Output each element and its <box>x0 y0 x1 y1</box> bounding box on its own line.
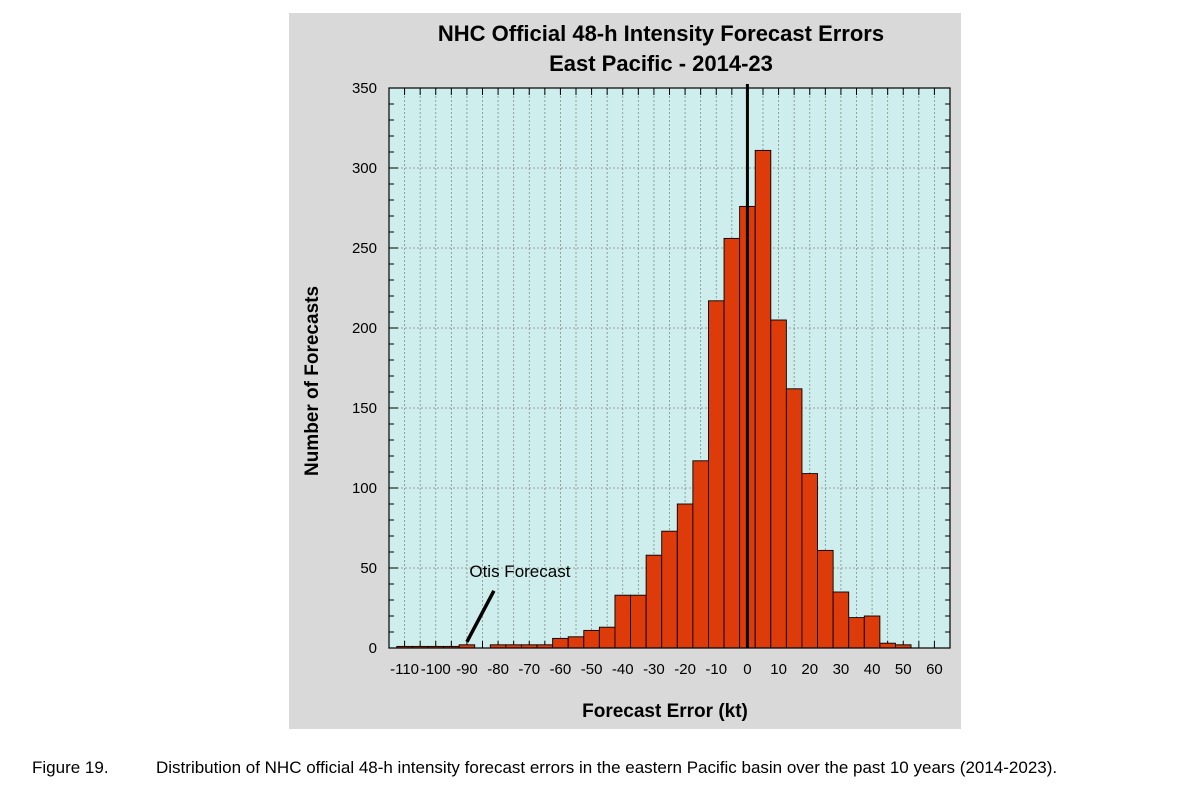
x-tick-label: -50 <box>581 661 603 678</box>
histogram-bar <box>863 615 881 649</box>
x-tick-label: -40 <box>612 661 634 678</box>
histogram-bar <box>817 549 834 649</box>
histogram-bar <box>630 594 647 649</box>
x-tick-label: 0 <box>743 661 751 678</box>
histogram-bar <box>785 388 803 649</box>
histogram-bar <box>692 460 709 649</box>
x-tick-label: 50 <box>895 661 912 678</box>
x-axis-label: Forecast Error (kt) <box>582 701 748 722</box>
y-tick-label: 300 <box>352 160 377 177</box>
histogram-bar <box>801 473 818 649</box>
histogram-bar <box>614 594 631 649</box>
x-tick-label: 40 <box>864 661 881 678</box>
histogram-chart: NHC Official 48-h Intensity Forecast Err… <box>302 21 951 722</box>
x-tick-label: -90 <box>456 661 478 678</box>
histogram-bar <box>832 591 850 649</box>
histogram-bar <box>583 629 600 649</box>
x-tick-label: 20 <box>801 661 818 678</box>
histogram-bar <box>676 503 694 649</box>
histogram-bar <box>661 530 678 649</box>
x-tick-label: -10 <box>705 661 727 678</box>
y-tick-label: 250 <box>352 240 377 257</box>
histogram-bar <box>848 617 865 649</box>
y-tick-label: 50 <box>360 560 377 577</box>
y-axis-label: Number of Forecasts <box>302 286 323 476</box>
y-tick-labels: 0 50 100 150 200 250 300 350 <box>352 80 377 657</box>
y-tick-label: 350 <box>352 80 377 97</box>
y-tick-label: 100 <box>352 480 377 497</box>
annotation-pointer <box>465 589 496 643</box>
x-tick-label: -30 <box>643 661 665 678</box>
histogram-bar <box>879 642 896 649</box>
histogram-bar <box>645 554 663 649</box>
figure-panel: NHC Official 48-h Intensity Forecast Err… <box>289 13 961 729</box>
x-tick-labels: -110 -100 -90 -80 -70 -60 -50 -40 -30 -20 -10 0 10 20… <box>390 661 943 678</box>
histogram-bar <box>567 636 585 649</box>
y-tick-label: 150 <box>352 400 377 417</box>
histogram-bar <box>708 300 725 649</box>
chart-title: NHC Official 48-h Intensity Forecast Err… <box>438 21 884 46</box>
histogram-bar <box>723 237 741 649</box>
figure-caption: Figure 19. Distribution of NHC official 4… <box>32 758 1182 778</box>
histogram-bar <box>552 637 569 649</box>
y-tick-label: 0 <box>369 640 377 657</box>
histogram-bar <box>770 319 787 649</box>
x-tick-label: 60 <box>926 661 943 678</box>
x-tick-label: -110 <box>390 661 419 678</box>
histogram-bar <box>754 149 772 649</box>
annotation-label: Otis Forecast <box>469 562 570 581</box>
x-tick-label: -100 <box>421 661 451 678</box>
plot-frame <box>388 87 951 649</box>
x-tick-label: 10 <box>770 661 787 678</box>
y-tick-label: 200 <box>352 320 377 337</box>
x-tick-label: -20 <box>674 661 696 678</box>
caption-text: Distribution of NHC official 48-h intens… <box>156 758 1058 777</box>
caption-label: Figure 19. <box>32 758 109 777</box>
x-tick-label: 30 <box>833 661 850 678</box>
x-tick-label: -60 <box>550 661 572 678</box>
histogram-bar <box>598 626 616 649</box>
x-tick-label: -80 <box>487 661 509 678</box>
chart-subtitle: East Pacific - 2014-23 <box>549 51 773 76</box>
x-tick-label: -70 <box>518 661 540 678</box>
